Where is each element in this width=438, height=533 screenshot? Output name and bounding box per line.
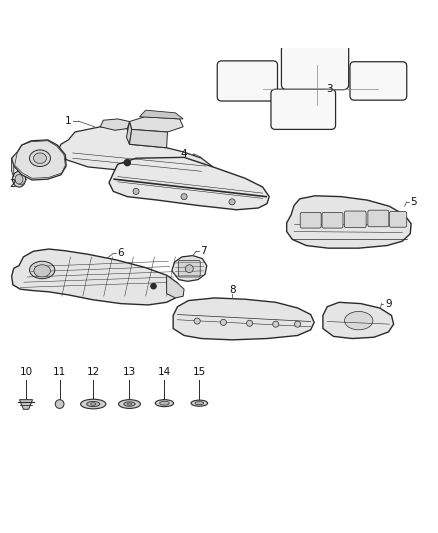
FancyBboxPatch shape (217, 61, 278, 101)
Text: 1: 1 (65, 116, 72, 126)
FancyBboxPatch shape (344, 211, 366, 228)
Ellipse shape (127, 403, 132, 405)
Polygon shape (140, 110, 183, 119)
FancyBboxPatch shape (282, 44, 349, 90)
Polygon shape (287, 196, 411, 248)
Ellipse shape (191, 400, 208, 406)
Text: 3: 3 (327, 84, 333, 94)
Text: 6: 6 (117, 248, 124, 259)
Ellipse shape (119, 400, 141, 408)
Text: 11: 11 (53, 367, 66, 377)
Polygon shape (172, 256, 207, 281)
Ellipse shape (124, 402, 135, 406)
Circle shape (55, 400, 64, 408)
Polygon shape (130, 130, 167, 148)
Ellipse shape (33, 153, 46, 164)
Text: 13: 13 (123, 367, 136, 377)
FancyBboxPatch shape (300, 212, 321, 228)
Text: 15: 15 (193, 367, 206, 377)
FancyBboxPatch shape (322, 212, 343, 228)
Text: 10: 10 (19, 367, 32, 377)
Polygon shape (100, 119, 130, 130)
Ellipse shape (15, 174, 23, 184)
Text: 14: 14 (158, 367, 171, 377)
Circle shape (133, 188, 139, 195)
Ellipse shape (345, 311, 373, 330)
Ellipse shape (195, 402, 204, 405)
Circle shape (294, 321, 300, 327)
Circle shape (273, 321, 279, 327)
FancyBboxPatch shape (271, 89, 336, 130)
Polygon shape (12, 249, 180, 305)
Ellipse shape (81, 399, 106, 409)
Ellipse shape (34, 265, 50, 277)
Polygon shape (19, 400, 32, 409)
Polygon shape (12, 140, 66, 180)
FancyBboxPatch shape (350, 62, 407, 100)
Text: 2: 2 (10, 180, 16, 189)
Text: 12: 12 (87, 367, 100, 377)
Circle shape (151, 284, 156, 289)
Ellipse shape (91, 403, 96, 405)
Polygon shape (130, 117, 183, 132)
Ellipse shape (155, 400, 173, 407)
Polygon shape (323, 302, 394, 338)
Ellipse shape (12, 171, 25, 187)
FancyBboxPatch shape (368, 210, 389, 227)
Polygon shape (12, 158, 14, 177)
Polygon shape (109, 157, 269, 210)
Circle shape (185, 265, 193, 272)
Ellipse shape (29, 261, 55, 279)
Text: 9: 9 (385, 298, 392, 309)
Text: 8: 8 (229, 285, 235, 295)
Circle shape (229, 199, 235, 205)
Circle shape (194, 318, 200, 324)
Polygon shape (127, 122, 132, 144)
Circle shape (220, 319, 226, 326)
Text: 7: 7 (201, 246, 207, 256)
FancyBboxPatch shape (389, 212, 407, 227)
Polygon shape (166, 275, 184, 298)
Ellipse shape (29, 150, 50, 166)
Polygon shape (173, 298, 314, 340)
Text: 5: 5 (410, 197, 417, 207)
Circle shape (181, 193, 187, 200)
Text: 4: 4 (181, 149, 187, 159)
Ellipse shape (159, 401, 169, 405)
FancyBboxPatch shape (178, 261, 200, 277)
Circle shape (247, 320, 253, 326)
Ellipse shape (87, 401, 100, 407)
Polygon shape (57, 127, 215, 179)
Circle shape (124, 159, 131, 166)
